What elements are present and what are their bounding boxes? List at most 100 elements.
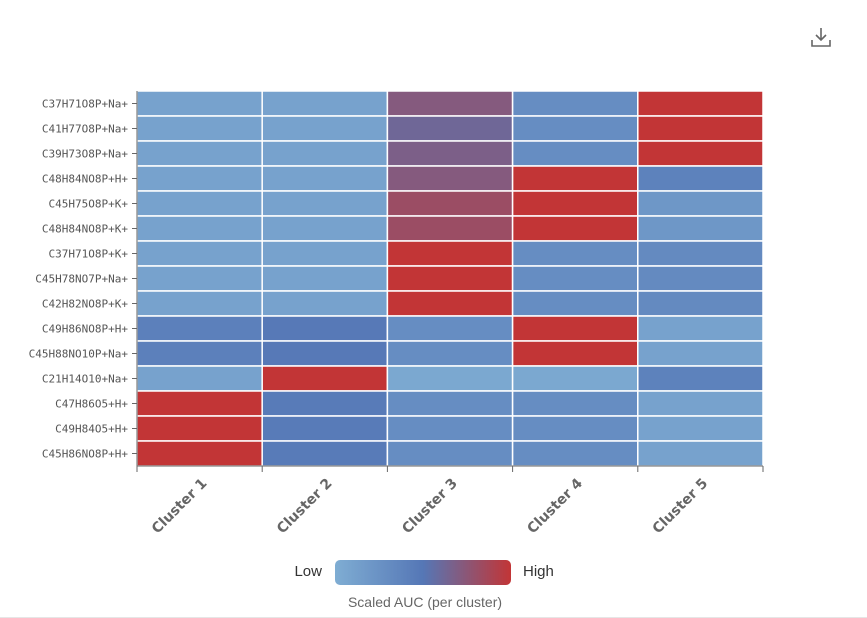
heatmap-cell bbox=[386, 315, 514, 342]
download-icon bbox=[811, 28, 831, 47]
y-tick-label: C45H78NO7P+Na+ bbox=[35, 273, 128, 286]
heatmap-cell bbox=[386, 365, 514, 392]
y-tick-label: C45H88NO10P+Na+ bbox=[29, 348, 129, 361]
heatmap-cell bbox=[136, 365, 263, 392]
heatmap-cell bbox=[261, 290, 389, 317]
color-legend: Low High Scaled AUC (per cluster) bbox=[0, 558, 867, 618]
x-tick-label: Cluster 3 bbox=[399, 476, 461, 538]
heatmap-cell bbox=[511, 165, 639, 192]
heatmap-cell bbox=[136, 390, 263, 417]
heatmap-cell bbox=[261, 265, 389, 292]
heatmap-cell bbox=[511, 315, 639, 342]
y-tick-label: C41H77O8P+Na+ bbox=[42, 123, 128, 136]
y-tick-label: C48H84NO8P+H+ bbox=[42, 173, 128, 186]
heatmap-cell bbox=[511, 240, 639, 267]
y-tick-label: C49H84O5+H+ bbox=[55, 423, 128, 436]
heatmap-cell bbox=[136, 265, 263, 292]
heatmap-cell bbox=[511, 365, 639, 392]
heatmap-cell bbox=[637, 115, 764, 142]
legend-high-label: High bbox=[523, 563, 554, 580]
y-tick-label: C45H86NO8P+H+ bbox=[42, 448, 128, 461]
y-tick-label: C45H75O8P+K+ bbox=[49, 198, 129, 211]
heatmap-cell bbox=[637, 215, 764, 242]
heatmap-cell bbox=[637, 290, 764, 317]
heatmap-cell bbox=[386, 440, 514, 467]
heatmap-cell bbox=[386, 415, 514, 442]
heatmap-cell bbox=[386, 215, 514, 242]
heatmap-cell bbox=[511, 190, 639, 217]
heatmap-cell bbox=[136, 115, 263, 142]
heatmap-cell bbox=[261, 240, 389, 267]
heatmap-cell bbox=[386, 165, 514, 192]
heatmap-cell bbox=[637, 390, 764, 417]
heatmap-cell bbox=[261, 190, 389, 217]
y-tick-label: C37H71O8P+K+ bbox=[49, 248, 129, 261]
heatmap-cell bbox=[637, 165, 764, 192]
heatmap-cell bbox=[261, 315, 389, 342]
heatmap-cell bbox=[136, 315, 263, 342]
heatmap-cell bbox=[261, 415, 389, 442]
heatmap-cell bbox=[136, 90, 263, 117]
heatmap-cell bbox=[511, 440, 639, 467]
y-tick-label: C42H82NO8P+K+ bbox=[42, 298, 128, 311]
heatmap-cell bbox=[511, 265, 639, 292]
download-button[interactable] bbox=[806, 22, 836, 52]
y-tick-label: C39H73O8P+Na+ bbox=[42, 148, 128, 161]
x-tick-label: Cluster 4 bbox=[524, 475, 586, 537]
heatmap-cell bbox=[136, 165, 263, 192]
heatmap-cell bbox=[136, 290, 263, 317]
heatmap-cell bbox=[386, 115, 514, 142]
heatmap-cell bbox=[261, 440, 389, 467]
heatmap-cell bbox=[511, 140, 639, 167]
heatmap-cell bbox=[637, 90, 764, 117]
heatmap-cell bbox=[386, 265, 514, 292]
heatmap-cell bbox=[386, 390, 514, 417]
heatmap-cell bbox=[136, 340, 263, 367]
heatmap-cell bbox=[386, 190, 514, 217]
y-tick-label: C37H71O8P+Na+ bbox=[42, 98, 128, 111]
y-tick-label: C48H84NO8P+K+ bbox=[42, 223, 128, 236]
heatmap-cell bbox=[136, 140, 263, 167]
heatmap-cell bbox=[511, 340, 639, 367]
heatmap-cell bbox=[261, 140, 389, 167]
heatmap-cell bbox=[511, 115, 639, 142]
y-tick-label: C49H86NO8P+H+ bbox=[42, 323, 128, 336]
legend-caption: Scaled AUC (per cluster) bbox=[347, 594, 503, 610]
heatmap-cell bbox=[637, 415, 764, 442]
heatmap-cell bbox=[261, 340, 389, 367]
heatmap-cell bbox=[511, 215, 639, 242]
heatmap-cell bbox=[386, 90, 514, 117]
heatmap-cell bbox=[511, 90, 639, 117]
y-tick-label: C21H14O10+Na+ bbox=[42, 373, 128, 386]
heatmap-cell bbox=[511, 290, 639, 317]
y-tick-label: C47H86O5+H+ bbox=[55, 398, 128, 411]
heatmap-cell bbox=[637, 265, 764, 292]
heatmap-cell bbox=[637, 440, 764, 467]
heatmap-cell bbox=[136, 215, 263, 242]
heatmap-cell bbox=[261, 165, 389, 192]
heatmap-cell bbox=[136, 240, 263, 267]
heatmap-cell bbox=[637, 340, 764, 367]
heatmap-cell bbox=[136, 190, 263, 217]
heatmap-cell bbox=[136, 415, 263, 442]
heatmap-cell bbox=[136, 440, 263, 467]
heatmap-cell bbox=[386, 340, 514, 367]
heatmap-cell bbox=[261, 390, 389, 417]
x-tick-label: Cluster 1 bbox=[149, 476, 211, 538]
heatmap-cell bbox=[261, 215, 389, 242]
legend-gradient-bar bbox=[335, 560, 511, 585]
x-tick-label: Cluster 2 bbox=[274, 476, 336, 538]
heatmap-cell bbox=[637, 315, 764, 342]
heatmap-cell bbox=[637, 190, 764, 217]
heatmap-cell bbox=[637, 240, 764, 267]
x-tick-label: Cluster 5 bbox=[650, 476, 712, 538]
heatmap-cell bbox=[511, 415, 639, 442]
heatmap-cell bbox=[261, 90, 389, 117]
legend-low-label: Low bbox=[294, 563, 322, 580]
heatmap-cell bbox=[386, 240, 514, 267]
heatmap-cell bbox=[261, 365, 389, 392]
heatmap-cell bbox=[637, 365, 764, 392]
heatmap-chart: C37H71O8P+Na+ C41H77O8P+Na+ C39H73O8P+Na+ C… bbox=[29, 90, 764, 538]
heatmap-cell bbox=[386, 290, 514, 317]
heatmap-cell bbox=[637, 140, 764, 167]
